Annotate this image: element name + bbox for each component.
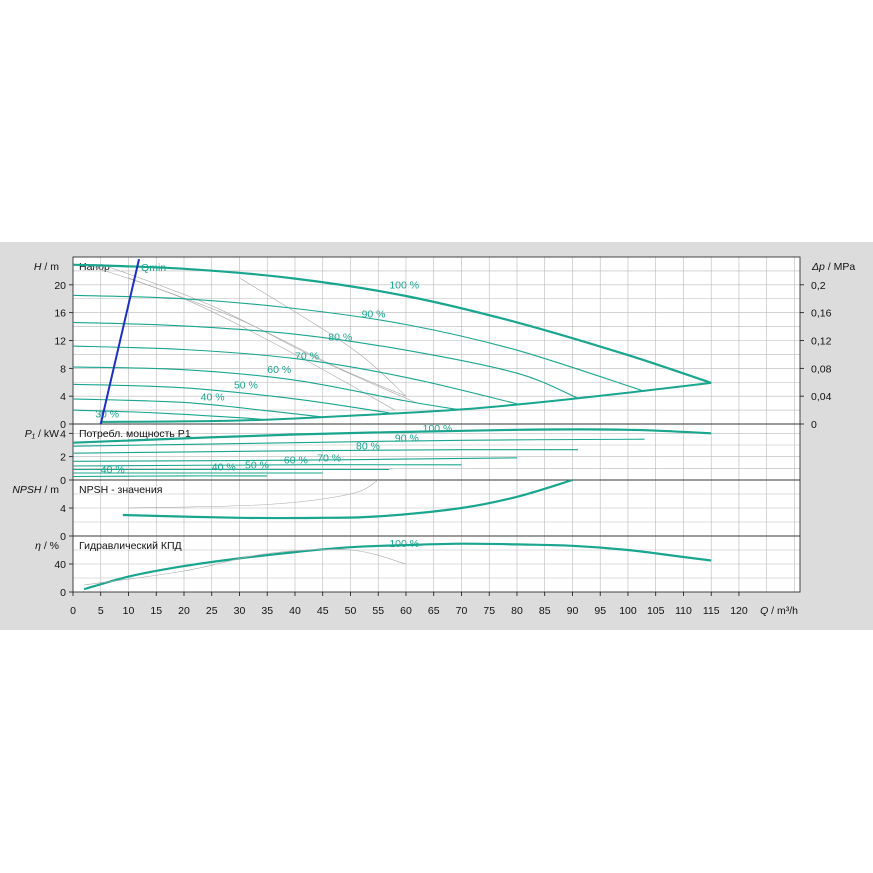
right-tick-label: 0,08 — [811, 363, 832, 375]
x-tick-label: 80 — [511, 605, 523, 617]
series-label: 40 % — [212, 462, 236, 474]
y-tick-label: 8 — [60, 363, 66, 375]
x-tick-label: 40 — [289, 605, 301, 617]
x-tick-label: 5 — [98, 605, 104, 617]
x-tick-label: 75 — [483, 605, 495, 617]
series-label: 70 % — [295, 350, 319, 362]
y-tick-label: 4 — [60, 391, 66, 403]
series-line-power — [72, 457, 518, 462]
qmin-label: Qmin — [141, 262, 166, 274]
series-label: 100 % — [389, 538, 419, 550]
series-label: 60 % — [267, 364, 291, 376]
series-label: 60 % — [284, 455, 308, 467]
series-label: 30 % — [95, 409, 119, 421]
x-tick-label: 110 — [675, 605, 692, 617]
x-tick-label: 115 — [703, 605, 720, 617]
series-line-head — [72, 294, 645, 392]
y-tick-label: 0 — [60, 419, 66, 431]
series-line-head — [72, 345, 518, 405]
series-label: 100 % — [423, 423, 453, 435]
qmin-line — [99, 258, 141, 425]
efficiency-contour — [84, 263, 396, 411]
series-line-head — [72, 366, 462, 411]
series-line-power — [72, 438, 645, 447]
x-axis-label: Q / m³/h — [760, 605, 798, 617]
series-line-power — [72, 475, 268, 478]
series-line-power — [72, 464, 462, 467]
right-tick-label: 0,2 — [811, 280, 826, 292]
y-tick-label: 4 — [60, 503, 66, 515]
x-tick-label: 35 — [261, 605, 273, 617]
series-line-head — [72, 409, 268, 421]
panel-title: Потребл. мощность P1 — [79, 428, 191, 440]
x-tick-label: 30 — [234, 605, 246, 617]
x-tick-label: 60 — [400, 605, 412, 617]
x-tick-label: 0 — [70, 605, 76, 617]
y-tick-label: 40 — [54, 559, 66, 571]
x-tick-label: 45 — [317, 605, 329, 617]
series-line-power — [72, 428, 712, 444]
y-tick-label: 12 — [54, 336, 66, 348]
panel-title: Гидравлический КПД — [79, 540, 182, 552]
series-label: 90 % — [395, 433, 419, 445]
y-tick-label: 20 — [54, 280, 66, 292]
right-tick-label: 0,16 — [811, 308, 832, 320]
y-axis-label: H / m — [34, 261, 59, 273]
max-speed-system-curve — [100, 381, 712, 423]
x-tick-label: 95 — [594, 605, 606, 617]
x-tick-label: 50 — [345, 605, 357, 617]
series-line-head — [72, 383, 390, 414]
efficiency-contour — [239, 277, 407, 397]
y-axis-label: P₁ / kW — [25, 428, 59, 440]
series-label: 40 % — [201, 391, 225, 403]
eff-secondary-curve — [84, 549, 407, 586]
y-tick-label: 0 — [60, 531, 66, 543]
y-tick-label: 4 — [60, 428, 66, 440]
series-label: 50 % — [245, 459, 269, 471]
chart-frame: 0 4 8 12 16 20 Напор H / m 0 2 4 Потребл. мощность … — [0, 242, 873, 630]
x-tick-label: 15 — [150, 605, 162, 617]
x-tick-label: 65 — [428, 605, 440, 617]
y-tick-label: 16 — [54, 308, 66, 320]
series-line-eff — [83, 542, 712, 591]
efficiency-contour — [128, 277, 407, 397]
series-label: 40 % — [101, 464, 125, 476]
y-axis-label: NPSH / m — [12, 484, 59, 496]
x-tick-label: 120 — [730, 605, 748, 617]
series-line-npsh — [122, 478, 573, 520]
right-axis-label: Δp / MPa — [811, 261, 855, 273]
panel-title: NPSH - значения — [79, 484, 162, 496]
series-label: 80 % — [328, 332, 352, 344]
panel-border — [72, 535, 801, 593]
right-tick-label: 0,12 — [811, 336, 832, 348]
y-axis-label: η / % — [35, 540, 59, 552]
series-line-head — [72, 263, 712, 384]
x-tick-label: 100 — [619, 605, 637, 617]
series-line-head — [72, 398, 323, 418]
npsh-secondary-curve — [128, 479, 379, 509]
y-tick-label: 0 — [60, 587, 66, 599]
series-line-power — [72, 449, 579, 454]
x-tick-label: 20 — [178, 605, 190, 617]
x-tick-label: 55 — [372, 605, 384, 617]
right-tick-label: 0,04 — [811, 391, 832, 403]
y-tick-label: 0 — [60, 475, 66, 487]
series-label: 80 % — [356, 441, 380, 453]
right-tick-label: 0 — [811, 419, 817, 431]
x-tick-label: 90 — [567, 605, 579, 617]
x-tick-label: 105 — [647, 605, 665, 617]
x-tick-label: 85 — [539, 605, 551, 617]
y-tick-label: 2 — [60, 452, 66, 464]
x-tick-label: 25 — [206, 605, 218, 617]
series-label: 100 % — [389, 279, 419, 291]
series-line-head — [72, 321, 579, 399]
x-tick-label: 70 — [456, 605, 468, 617]
efficiency-contour — [100, 263, 418, 404]
series-label: 50 % — [234, 380, 258, 392]
series-label: 70 % — [317, 452, 341, 464]
x-tick-label: 10 — [123, 605, 135, 617]
series-label: 90 % — [362, 309, 386, 321]
